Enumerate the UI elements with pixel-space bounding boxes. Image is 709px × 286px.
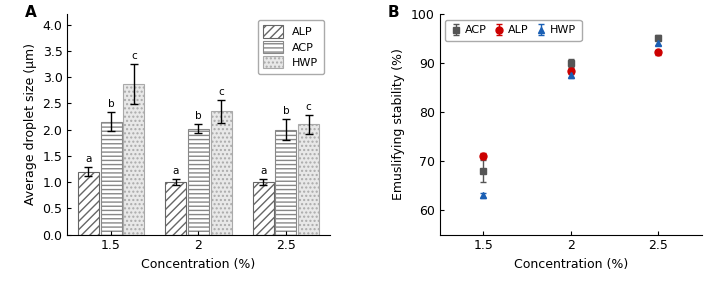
Y-axis label: Emuslifying stability (%): Emuslifying stability (%) (392, 48, 406, 200)
Text: c: c (131, 51, 137, 61)
Bar (101, 122, 121, 235)
Bar (165, 182, 186, 235)
Bar (211, 111, 232, 235)
Bar (123, 84, 144, 235)
Text: c: c (218, 87, 224, 97)
Text: b: b (195, 111, 202, 121)
Bar (188, 129, 209, 235)
Legend: ACP, ALP, HWP: ACP, ALP, HWP (445, 20, 581, 41)
Text: a: a (260, 166, 267, 176)
Bar (298, 124, 319, 235)
Text: a: a (172, 166, 179, 176)
Bar (275, 130, 296, 235)
Bar (78, 172, 99, 235)
Text: A: A (26, 5, 37, 21)
Text: c: c (306, 102, 311, 112)
X-axis label: Concentration (%): Concentration (%) (141, 258, 255, 271)
X-axis label: Concentration (%): Concentration (%) (514, 258, 628, 271)
Text: b: b (108, 99, 114, 109)
Bar (252, 182, 274, 235)
Text: B: B (387, 5, 399, 21)
Text: b: b (283, 106, 289, 116)
Y-axis label: Average droplet size (μm): Average droplet size (μm) (24, 43, 37, 205)
Legend: ALP, ACP, HWP: ALP, ACP, HWP (258, 20, 324, 74)
Text: a: a (85, 154, 91, 164)
